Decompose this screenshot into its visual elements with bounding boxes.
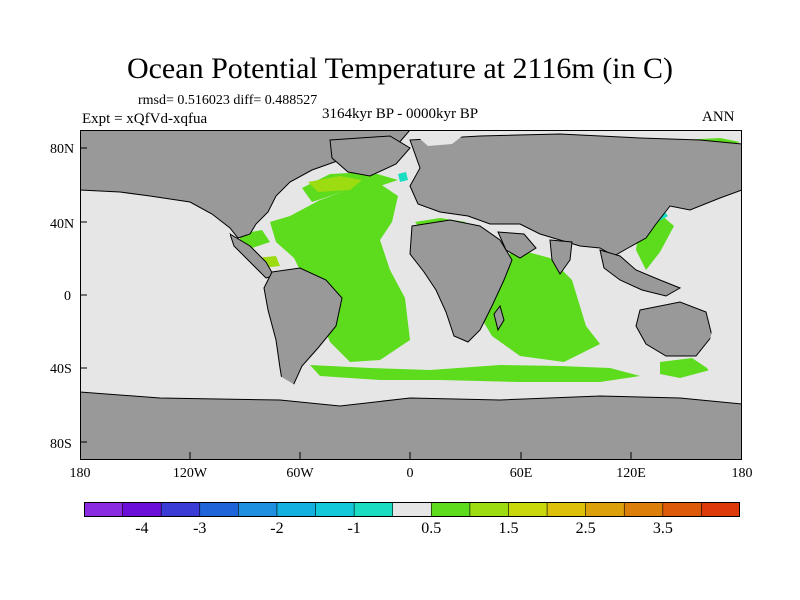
colorbar-label: -3 [193,520,207,537]
colorbar-cell [238,502,278,517]
indian-ocean-field [480,250,600,362]
lon-label-180e: 180 [731,466,753,481]
stats-text: rmsd= 0.516023 diff= 0.488527 [138,93,318,108]
lon-label-180w: 180 [69,466,91,481]
eurasia-land [409,133,742,257]
lat-label-0: 0 [64,289,71,304]
tasman-field [660,358,710,378]
colorbar-cell [122,502,162,517]
colorbar-cell [701,502,740,517]
lat-label-80s: 80S [50,437,72,452]
map-title: Ocean Potential Temperature at 2116m (in… [126,52,674,85]
lat-label-80n: 80N [50,142,75,157]
atlantic-field [270,184,410,362]
season-label: ANN [702,109,735,125]
period-text: 3164kyr BP - 0000kyr BP [322,106,479,122]
lon-label-120w: 120W [172,466,208,481]
colorbar-label: 3.5 [652,520,673,537]
colorbar-label: 2.5 [575,520,596,537]
colorbar-cell [430,502,471,517]
lat-label-40n: 40N [50,217,75,232]
colorbar-cell [623,502,664,517]
colorbar-cell [276,502,317,517]
colorbar-cell [353,502,394,517]
colorbar-label: 0.5 [421,520,442,537]
colorbar-cell [392,502,432,517]
greenland-land [329,135,411,177]
india-land [549,239,573,275]
southern-band-field [310,365,640,382]
arctic-ice-cap [410,130,470,146]
colorbar-frame [84,502,740,517]
colorbar-cells [84,502,740,517]
colorbar-cell [160,502,201,517]
labrador-patch [308,176,362,192]
colorbar-cell [546,502,587,517]
australia-land [635,301,713,357]
colorbar-cell [315,502,355,517]
south-america-land [263,267,343,393]
colorbar-label: 1.5 [498,520,519,537]
colorbar-cell [84,502,124,517]
colorbar-label: -2 [270,520,284,537]
lon-label-120e: 120E [616,466,646,481]
lat-label-40s: 40S [50,362,72,377]
lon-label-60e: 60E [509,466,533,481]
colorbar-label: -1 [347,520,361,537]
world-map [80,130,742,460]
lon-label-60w: 60W [286,466,314,481]
madagascar-land [493,304,505,332]
experiment-label: Expt = xQfVd-xqfua [82,111,208,127]
colorbar-cell [585,502,625,517]
colorbar [84,502,740,517]
pacific-ice-region [80,192,340,400]
colorbar-cell [199,502,239,517]
ice-overlays [80,130,742,400]
tick-marks [80,147,742,459]
arabia-land [497,231,537,259]
east-pacific-ice [700,240,742,392]
lon-label-0: 0 [406,466,414,481]
antarctica-land [80,391,742,460]
land [80,130,742,460]
colorbar-cell [508,502,548,517]
colorbar-cell [469,502,510,517]
colorbar-label: -4 [135,520,149,537]
arctic-cool-patch [398,172,408,182]
southeast-asia-land [599,249,682,297]
africa-land [409,219,513,343]
colorbar-cell [662,502,703,517]
